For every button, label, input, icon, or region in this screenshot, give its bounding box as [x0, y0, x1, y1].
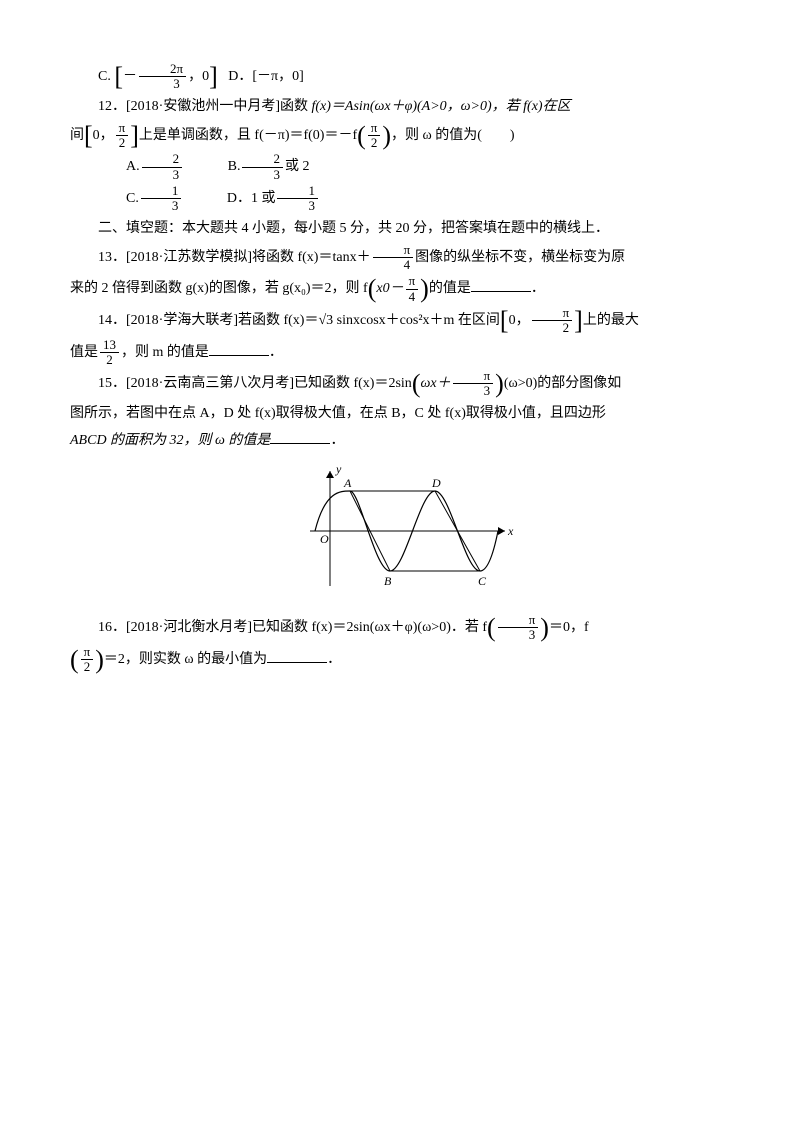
opt-c-prefix: C.: [98, 69, 111, 84]
sine-graph: y x O A D B C: [280, 461, 520, 601]
q15-line1: 15．[2018·云南高三第八次月考]已知函数 f(x)＝2sin(ωx＋π3)…: [70, 369, 730, 399]
svg-text:A: A: [343, 476, 352, 490]
q13-line1: 13．[2018·江苏数学模拟]将函数 f(x)＝tanx＋π4图像的纵坐标不变…: [70, 243, 730, 273]
q12-options-cd: C.13 D．1 或13: [70, 184, 730, 214]
blank-q13: [471, 277, 531, 292]
q15-line3: ABCD 的面积为 32，则 ω 的值是．: [70, 428, 730, 453]
bracket-right: ]: [209, 62, 218, 91]
q12-fx: f(x)＝Asin(ωx＋φ)(A>0，ω>0)，若 f(x)在区: [312, 99, 571, 114]
q15-line2: 图所示，若图中在点 A，D 处 f(x)取得极大值，在点 B，C 处 f(x)取…: [70, 401, 730, 426]
q11-options-cd: C. [－2π3，0] D．[－π，0]: [70, 62, 730, 92]
svg-text:B: B: [384, 574, 392, 588]
q12-line2: 间[0，π2]上是单调函数，且 f(－π)＝f(0)＝－f(π2)，则 ω 的值…: [70, 121, 730, 151]
section-2-heading: 二、填空题：本大题共 4 小题，每小题 5 分，共 20 分，把答案填在题中的横…: [70, 216, 730, 241]
q15-figure: y x O A D B C: [70, 461, 730, 601]
svg-text:D: D: [431, 476, 441, 490]
q12-line1: 12．[2018·安徽池州一中月考]函数 f(x)＝Asin(ωx＋φ)(A>0…: [70, 94, 730, 119]
bracket-left: [: [114, 62, 123, 91]
blank-q15: [270, 429, 330, 444]
blank-q14: [209, 341, 269, 356]
q14-line1: 14．[2018·学海大联考]若函数 f(x)＝√3 sinxcosx＋cos²…: [70, 306, 730, 336]
svg-text:O: O: [320, 532, 329, 546]
svg-text:y: y: [335, 462, 342, 476]
q12-options-ab: A.23 B.23或 2: [70, 152, 730, 182]
q16-line1: 16．[2018·河北衡水月考]已知函数 f(x)＝2sin(ωx＋φ)(ω>0…: [70, 613, 730, 643]
q16-line2: (π2)＝2，则实数 ω 的最小值为．: [70, 645, 730, 675]
q14-line2: 值是132，则 m 的值是．: [70, 338, 730, 368]
svg-text:x: x: [507, 524, 514, 538]
q13-line2: 来的 2 倍得到函数 g(x)的图像，若 g(x₀)＝2，则 f(x0－π4)的…: [70, 274, 730, 304]
svg-text:C: C: [478, 574, 487, 588]
opt-c-frac: 2π3: [137, 62, 188, 92]
opt-d: D．[－π，0]: [228, 69, 304, 84]
blank-q16: [267, 648, 327, 663]
